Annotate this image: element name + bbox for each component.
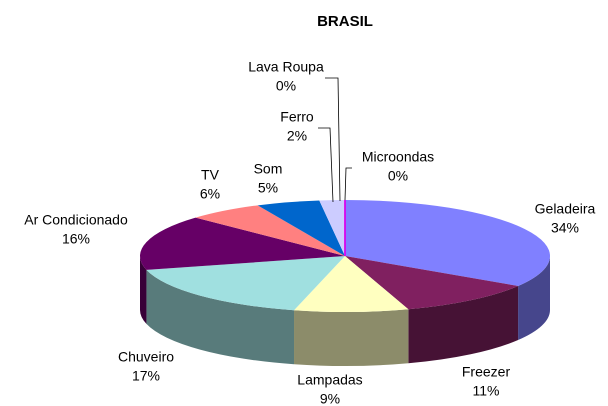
slice-label: Chuveiro <box>118 349 174 365</box>
value-label: 9% <box>320 391 340 406</box>
slice-label: Ar Condicionado <box>24 212 128 228</box>
slice-side <box>518 256 550 341</box>
value-label: 2% <box>287 128 307 144</box>
slice-label: Ferro <box>280 109 314 125</box>
slice <box>345 200 551 287</box>
slice <box>146 256 345 311</box>
slice-label: Lampadas <box>297 372 362 388</box>
slice <box>257 200 345 256</box>
slice-label: Freezer <box>462 364 511 380</box>
value-label: 34% <box>551 220 579 236</box>
slice-label: Microondas <box>362 149 434 165</box>
leader-line <box>318 127 334 203</box>
value-label: 17% <box>132 368 160 384</box>
slice-label: Lava Roupa <box>248 59 324 75</box>
slice <box>294 256 409 312</box>
slice <box>195 205 345 256</box>
value-label: 5% <box>258 180 278 196</box>
leader-line <box>344 167 352 201</box>
slice <box>345 256 519 310</box>
slice-label: Som <box>254 161 283 177</box>
leader-line <box>325 77 341 202</box>
slice-label: TV <box>201 167 220 183</box>
chart-title: BRASIL <box>317 13 373 30</box>
slice-side <box>140 256 147 324</box>
value-label: 6% <box>200 186 220 202</box>
slice-side <box>408 286 519 364</box>
slice-side <box>146 269 295 365</box>
slice <box>140 217 345 270</box>
slice-label: Geladeira <box>535 201 596 217</box>
slice <box>319 200 345 256</box>
value-label: 16% <box>62 231 90 247</box>
value-label: 11% <box>473 383 500 399</box>
slice-side <box>294 309 409 366</box>
value-label: 0% <box>276 78 296 94</box>
value-label: 0% <box>388 168 408 184</box>
